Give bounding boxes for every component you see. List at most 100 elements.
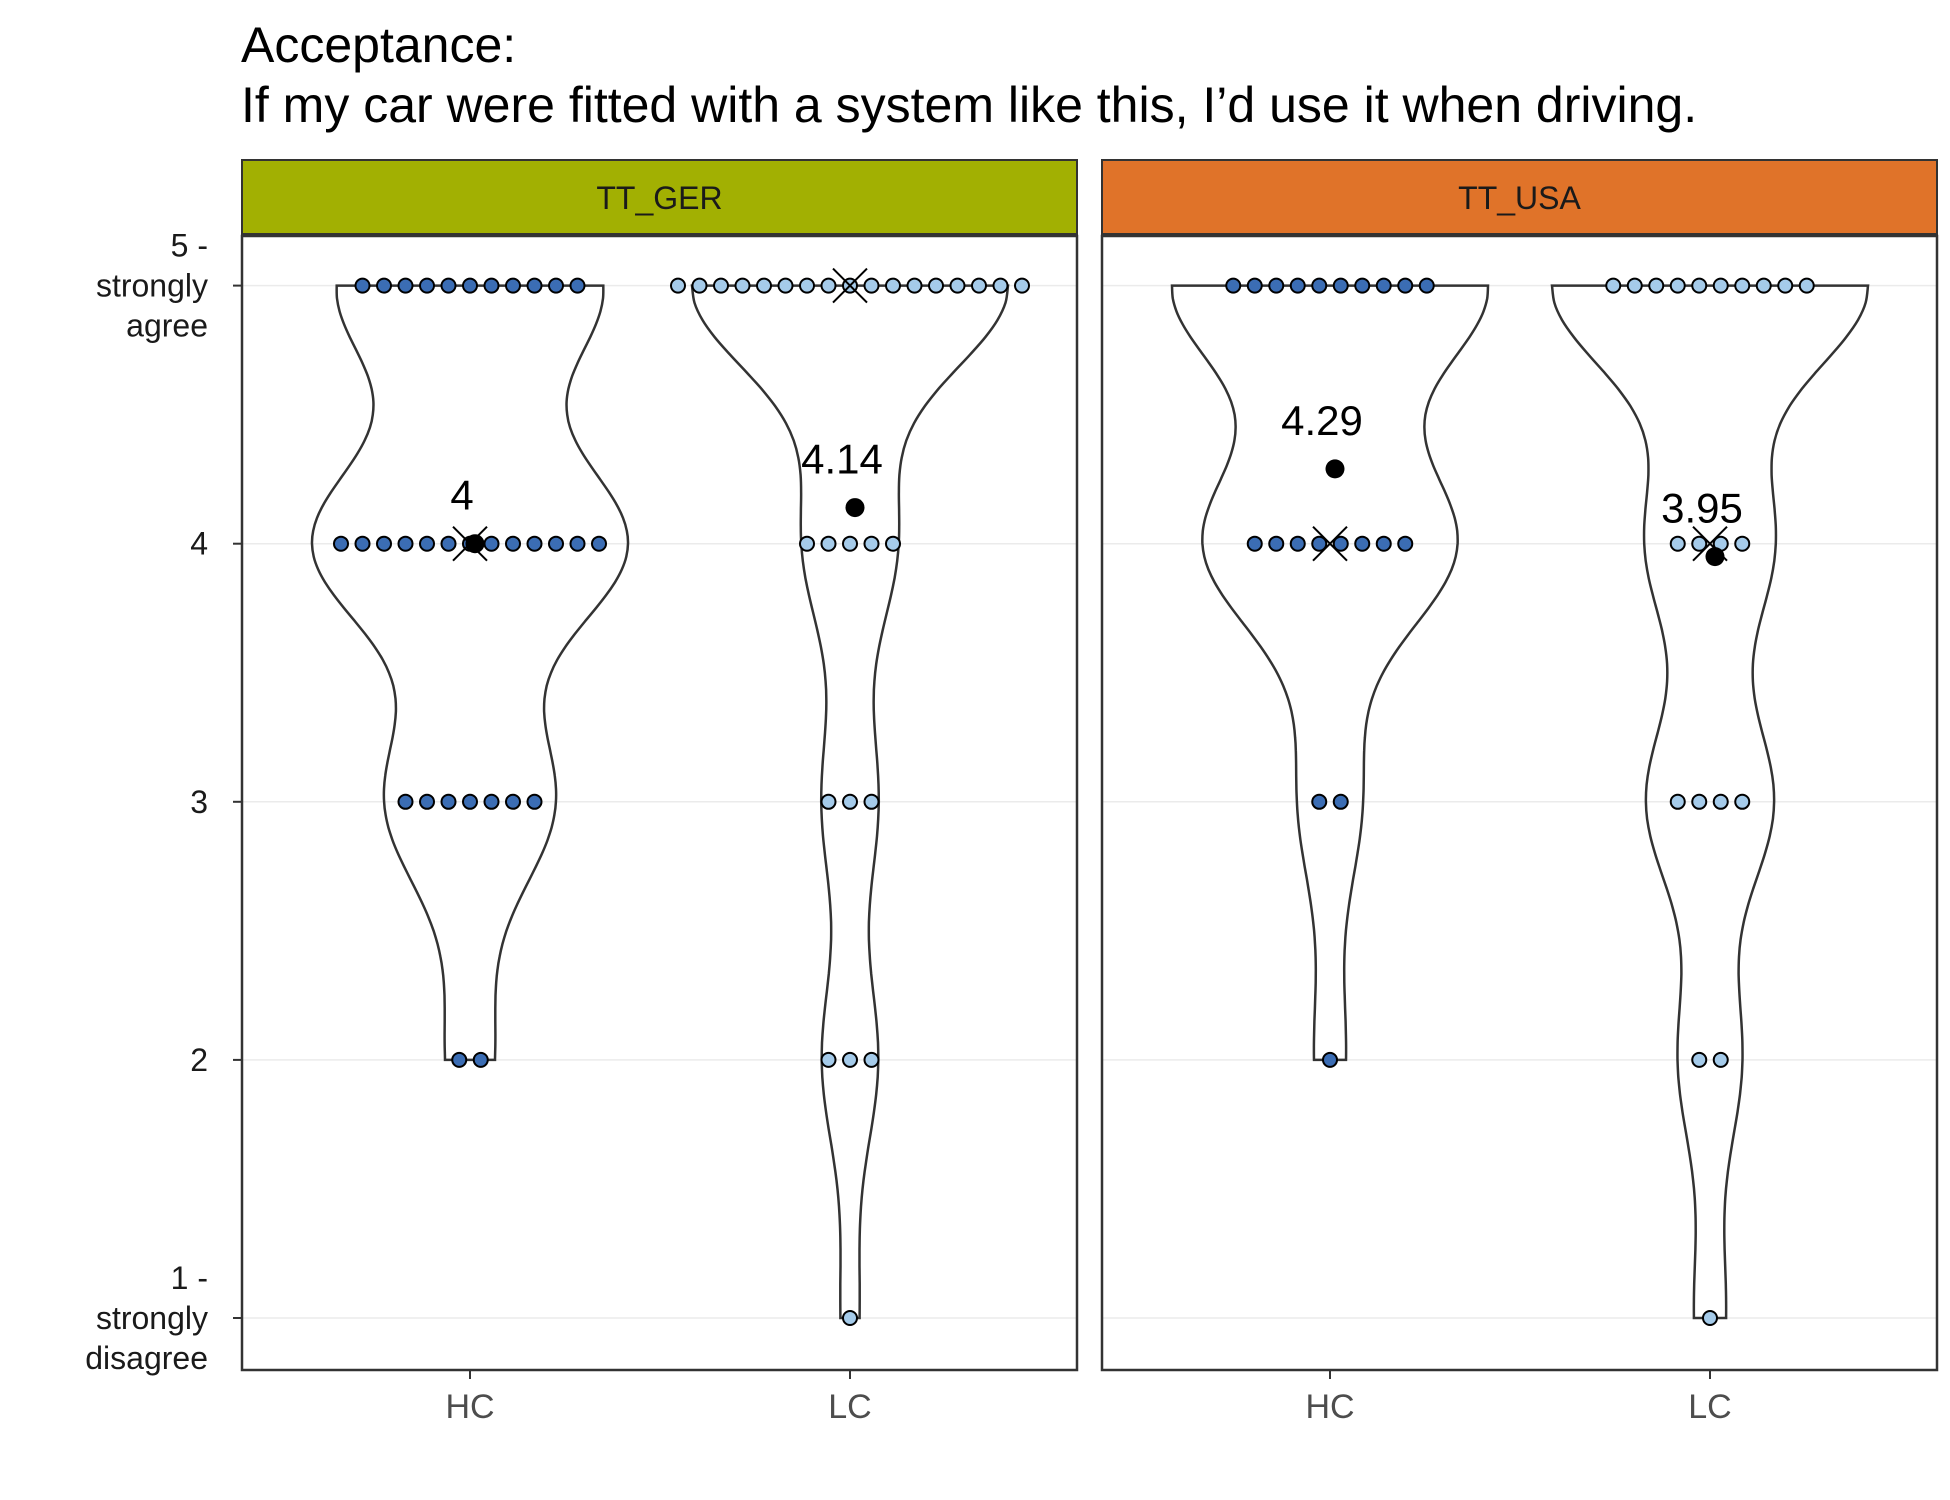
- data-point: [1332, 793, 1349, 810]
- data-point: [1712, 1051, 1729, 1068]
- data-point: [1332, 277, 1349, 294]
- y-tick-label: 1 -: [171, 1260, 208, 1296]
- chart-title: Acceptance: If my car were fitted with a…: [241, 17, 1697, 133]
- data-point: [397, 535, 414, 552]
- data-point: [1798, 277, 1815, 294]
- mean-label: 4: [450, 472, 473, 519]
- y-tick-label: agree: [126, 308, 208, 344]
- data-point: [1755, 277, 1772, 294]
- data-point: [376, 277, 392, 294]
- data-point: [505, 535, 521, 552]
- facet-strip-label: TT_GER: [596, 180, 722, 216]
- data-point: [1734, 535, 1751, 552]
- y-tick-label: strongly: [96, 1300, 208, 1336]
- data-point: [1289, 277, 1306, 294]
- data-point: [1691, 793, 1708, 810]
- data-point: [842, 1310, 858, 1326]
- data-point: [1375, 277, 1392, 294]
- data-point: [1669, 793, 1686, 810]
- mean-point: [465, 534, 485, 554]
- data-point: [1246, 277, 1263, 294]
- data-point: [820, 1051, 837, 1068]
- y-tick-label: 3: [190, 784, 208, 820]
- data-point: [548, 277, 564, 294]
- data-point: [713, 277, 729, 294]
- data-point: [1397, 535, 1414, 552]
- data-point: [1626, 277, 1643, 294]
- data-point: [863, 277, 880, 294]
- data-point: [691, 277, 708, 294]
- data-point: [756, 277, 772, 294]
- data-point: [483, 535, 500, 552]
- data-point: [1691, 277, 1708, 294]
- data-point: [1354, 277, 1371, 294]
- data-point: [906, 277, 923, 294]
- data-point: [397, 277, 414, 294]
- data-point: [1397, 277, 1414, 294]
- y-tick-label: strongly: [96, 268, 208, 304]
- data-point: [462, 277, 478, 294]
- mean-label: 4.14: [801, 436, 883, 483]
- panel-border: [240, 234, 1079, 1372]
- median-marker: [832, 267, 868, 304]
- violin-hc: [310, 284, 630, 1062]
- facet-panel: TT_USA 4.29 HC 3.95 LC: [1100, 159, 1939, 1426]
- mean-point: [1705, 547, 1725, 567]
- data-point: [1777, 277, 1794, 294]
- data-point: [354, 535, 371, 552]
- y-tick-label: 2: [190, 1042, 208, 1078]
- data-point: [1648, 277, 1665, 294]
- data-point: [505, 793, 521, 810]
- x-tick-label: HC: [1305, 1388, 1354, 1426]
- data-point: [1418, 277, 1435, 294]
- data-point: [734, 277, 751, 294]
- y-axis: 5 - strongly agree 4 3 2 1 - strongly disagree: [85, 228, 242, 1376]
- data-point: [419, 277, 435, 294]
- data-point: [992, 277, 1009, 294]
- mean-point: [845, 498, 865, 518]
- panel-border: [1100, 234, 1939, 1372]
- data-point: [863, 793, 880, 810]
- data-point: [1669, 535, 1686, 552]
- data-point: [1354, 535, 1371, 552]
- y-tick-label: disagree: [85, 1340, 208, 1376]
- data-point: [1311, 793, 1328, 810]
- mean-point: [1325, 459, 1345, 479]
- data-point: [1375, 535, 1392, 552]
- data-point: [1734, 793, 1751, 810]
- mean-label: 3.95: [1661, 485, 1743, 532]
- data-point: [1702, 1310, 1718, 1326]
- facet-panels: TT_GER 4 HC 4.14 LC TT_USA 4.29 HC 3.95 LC: [240, 159, 1939, 1426]
- data-point: [777, 277, 794, 294]
- data-point: [1246, 535, 1263, 552]
- data-point: [842, 1051, 858, 1068]
- median-marker: [1312, 525, 1348, 562]
- data-point: [1691, 1051, 1708, 1068]
- data-point: [799, 535, 815, 552]
- panel-background: [242, 236, 1077, 1370]
- x-tick-label: LC: [1688, 1388, 1731, 1426]
- data-point: [842, 793, 858, 810]
- panel-background: [1102, 236, 1937, 1370]
- data-point: [451, 1051, 468, 1068]
- mean-label: 4.29: [1281, 397, 1363, 444]
- data-point: [591, 535, 607, 552]
- chart-title-line1: Acceptance:: [241, 17, 516, 73]
- data-point: [1712, 793, 1729, 810]
- data-point: [1605, 277, 1622, 294]
- data-point: [820, 535, 837, 552]
- facet-panel: TT_GER 4 HC 4.14 LC: [240, 159, 1079, 1426]
- data-point: [949, 277, 966, 294]
- data-point: [863, 1051, 880, 1068]
- data-point: [1332, 535, 1349, 552]
- data-point: [1322, 1051, 1338, 1068]
- data-point: [1691, 535, 1708, 552]
- data-point: [1268, 277, 1285, 294]
- facet-strip: [241, 159, 1078, 235]
- data-point: [1268, 535, 1285, 552]
- data-point: [483, 793, 500, 810]
- violin-lc: [1550, 284, 1870, 1320]
- data-point: [526, 277, 543, 294]
- data-point: [1014, 277, 1030, 294]
